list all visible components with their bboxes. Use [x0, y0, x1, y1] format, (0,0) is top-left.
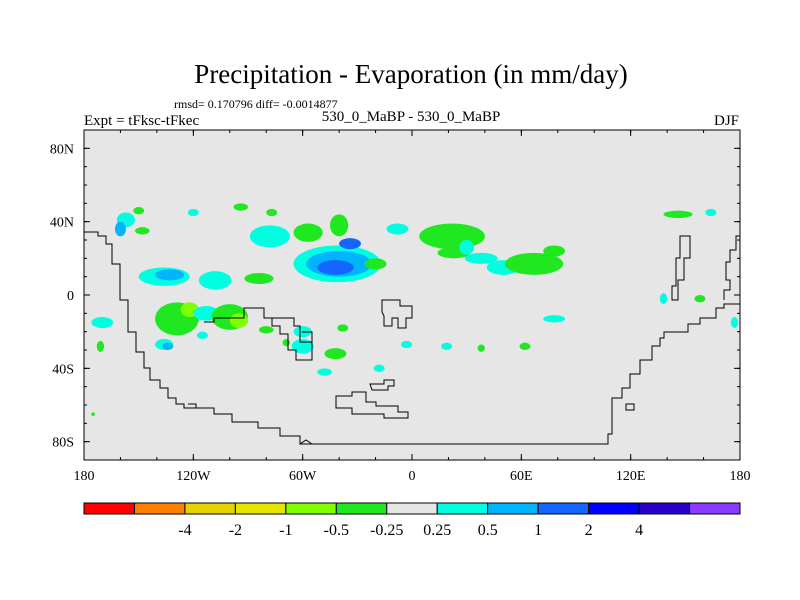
colorbar-label: -1 [279, 522, 292, 539]
anomaly-region [258, 326, 274, 334]
x-tick-label: 180 [74, 469, 95, 484]
anomaly-region [229, 313, 248, 328]
anomaly-region [266, 208, 278, 217]
chart-title: Precipitation - Evaporation (in mm/day) [194, 59, 627, 89]
anomaly-region [730, 317, 739, 328]
anomaly-region [441, 342, 453, 351]
colorbar-label: 4 [635, 522, 643, 539]
colorbar-swatch [83, 502, 135, 515]
colorbar-label: -0.25 [370, 522, 403, 539]
anomaly-region [114, 221, 126, 237]
anomaly-region [459, 240, 474, 255]
anomaly-region [91, 317, 114, 328]
colorbar-swatch [588, 502, 640, 515]
anomaly-region [543, 315, 566, 323]
x-axis: 180 120W 60W 0 60E 120E 180 [74, 130, 751, 484]
anomaly-region [324, 348, 347, 360]
colorbar-swatch [487, 502, 539, 515]
season-label: DJF [714, 113, 739, 129]
anomaly-region [386, 223, 409, 235]
anomaly-region [162, 342, 174, 351]
y-tick-label: 40N [50, 216, 74, 231]
anomaly-region [543, 245, 566, 257]
x-tick-label: 120W [176, 469, 211, 484]
anomaly-region [135, 227, 150, 235]
anomaly-region [337, 324, 349, 332]
colorbar-swatch [234, 502, 287, 515]
anomaly-region [663, 210, 693, 218]
anomaly-region [339, 238, 361, 250]
colorbar-label: 1 [534, 522, 542, 539]
anomaly-region [96, 340, 105, 352]
y-tick-label: 80N [50, 142, 74, 157]
colorbar-swatch [335, 502, 388, 515]
y-axis: 80N 40N 0 40S 80S [50, 129, 740, 461]
anomaly-contours [91, 203, 739, 416]
colorbar-swatch [386, 502, 438, 515]
anomaly-region [705, 208, 717, 217]
x-tick-label: 120E [616, 469, 646, 484]
stats-label: rmsd= 0.170796 diff= -0.0014877 [174, 97, 338, 111]
anomaly-region [317, 260, 354, 275]
colorbar: -4 -2 -1 -0.5 -0.25 0.25 0.5 1 2 4 [83, 502, 741, 539]
map-background [84, 130, 740, 460]
anomaly-region [293, 223, 323, 242]
x-tick-label: 60E [510, 469, 533, 484]
colorbar-swatch [638, 502, 691, 515]
colorbar-label: 0.5 [478, 522, 498, 539]
x-tick-label: 60W [289, 469, 317, 484]
anomaly-region [401, 340, 412, 349]
colorbar-swatch [689, 502, 741, 515]
anomaly-region [419, 223, 485, 250]
anomaly-region [504, 252, 564, 275]
anomaly-region [373, 364, 385, 373]
coastlines [84, 231, 740, 445]
colorbar-swatch [537, 502, 590, 515]
anomaly-region [464, 252, 498, 264]
anomaly-region [282, 339, 290, 347]
anomaly-region [477, 344, 485, 352]
x-tick-label: 180 [730, 469, 751, 484]
anomaly-region [155, 269, 185, 281]
colorbar-swatch [133, 502, 186, 515]
anomaly-region [364, 258, 387, 270]
colorbar-swatch [436, 502, 489, 515]
anomaly-region [198, 271, 232, 290]
y-tick-label: 0 [67, 289, 74, 304]
experiment-label: Expt = tFksc-tFkec [84, 113, 199, 129]
period-label: 530_0_MaBP - 530_0_MaBP [322, 109, 501, 125]
anomaly-region [91, 412, 95, 416]
colorbar-swatch [285, 502, 337, 515]
colorbar-label: -4 [178, 522, 191, 539]
colorbar-label: 0.25 [423, 522, 451, 539]
anomaly-region [317, 368, 332, 376]
colorbar-label: -2 [229, 522, 242, 539]
x-tick-label: 0 [409, 469, 416, 484]
colorbar-label: 2 [585, 522, 593, 539]
anomaly-region [244, 273, 274, 284]
anomaly-region [291, 339, 314, 354]
colorbar-label: -0.5 [324, 522, 349, 539]
anomaly-region [249, 225, 290, 248]
colorbar-swatch [184, 502, 236, 515]
y-tick-label: 80S [52, 436, 74, 451]
anomaly-region [519, 342, 531, 351]
anomaly-region [659, 293, 668, 305]
anomaly-region [196, 331, 208, 340]
anomaly-region [187, 208, 199, 217]
anomaly-region [694, 295, 706, 303]
anomaly-region [233, 203, 248, 211]
y-tick-label: 40S [52, 362, 74, 377]
anomaly-region [133, 207, 145, 215]
anomaly-region [330, 214, 349, 237]
